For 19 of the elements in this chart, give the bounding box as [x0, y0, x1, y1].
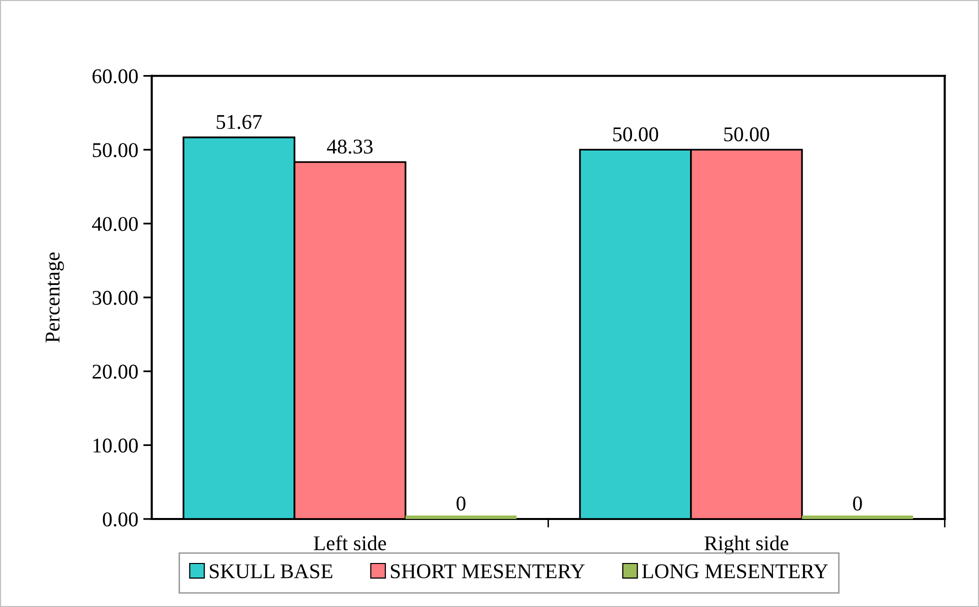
data-label: 0 — [456, 496, 466, 511]
x-tick-label: Right side — [704, 536, 788, 555]
y-tick-label: 50.00 — [92, 143, 138, 158]
data-label: 51.67 — [216, 114, 262, 130]
x-tick-label: Left side — [314, 535, 386, 550]
legend-label: SHORT MESENTERY — [390, 564, 585, 578]
y-tick-label: 30.00 — [92, 290, 138, 305]
y-tick-label: 20.00 — [92, 364, 138, 379]
legend-label: SKULL BASE — [210, 564, 332, 578]
data-label: 50.00 — [613, 127, 658, 142]
data-label: 48.33 — [326, 140, 373, 154]
data-label: 50.00 — [724, 127, 770, 142]
y-tick-label: 10.00 — [94, 438, 138, 453]
y-axis-title: Percentage — [46, 252, 64, 343]
y-tick-label: 60.00 — [92, 69, 138, 84]
y-tick-label: 0.00 — [102, 512, 138, 527]
y-tick-label: 40.00 — [92, 216, 138, 232]
legend-label: LONG MESENTERY — [642, 564, 828, 578]
data-label: 0 — [853, 496, 862, 511]
